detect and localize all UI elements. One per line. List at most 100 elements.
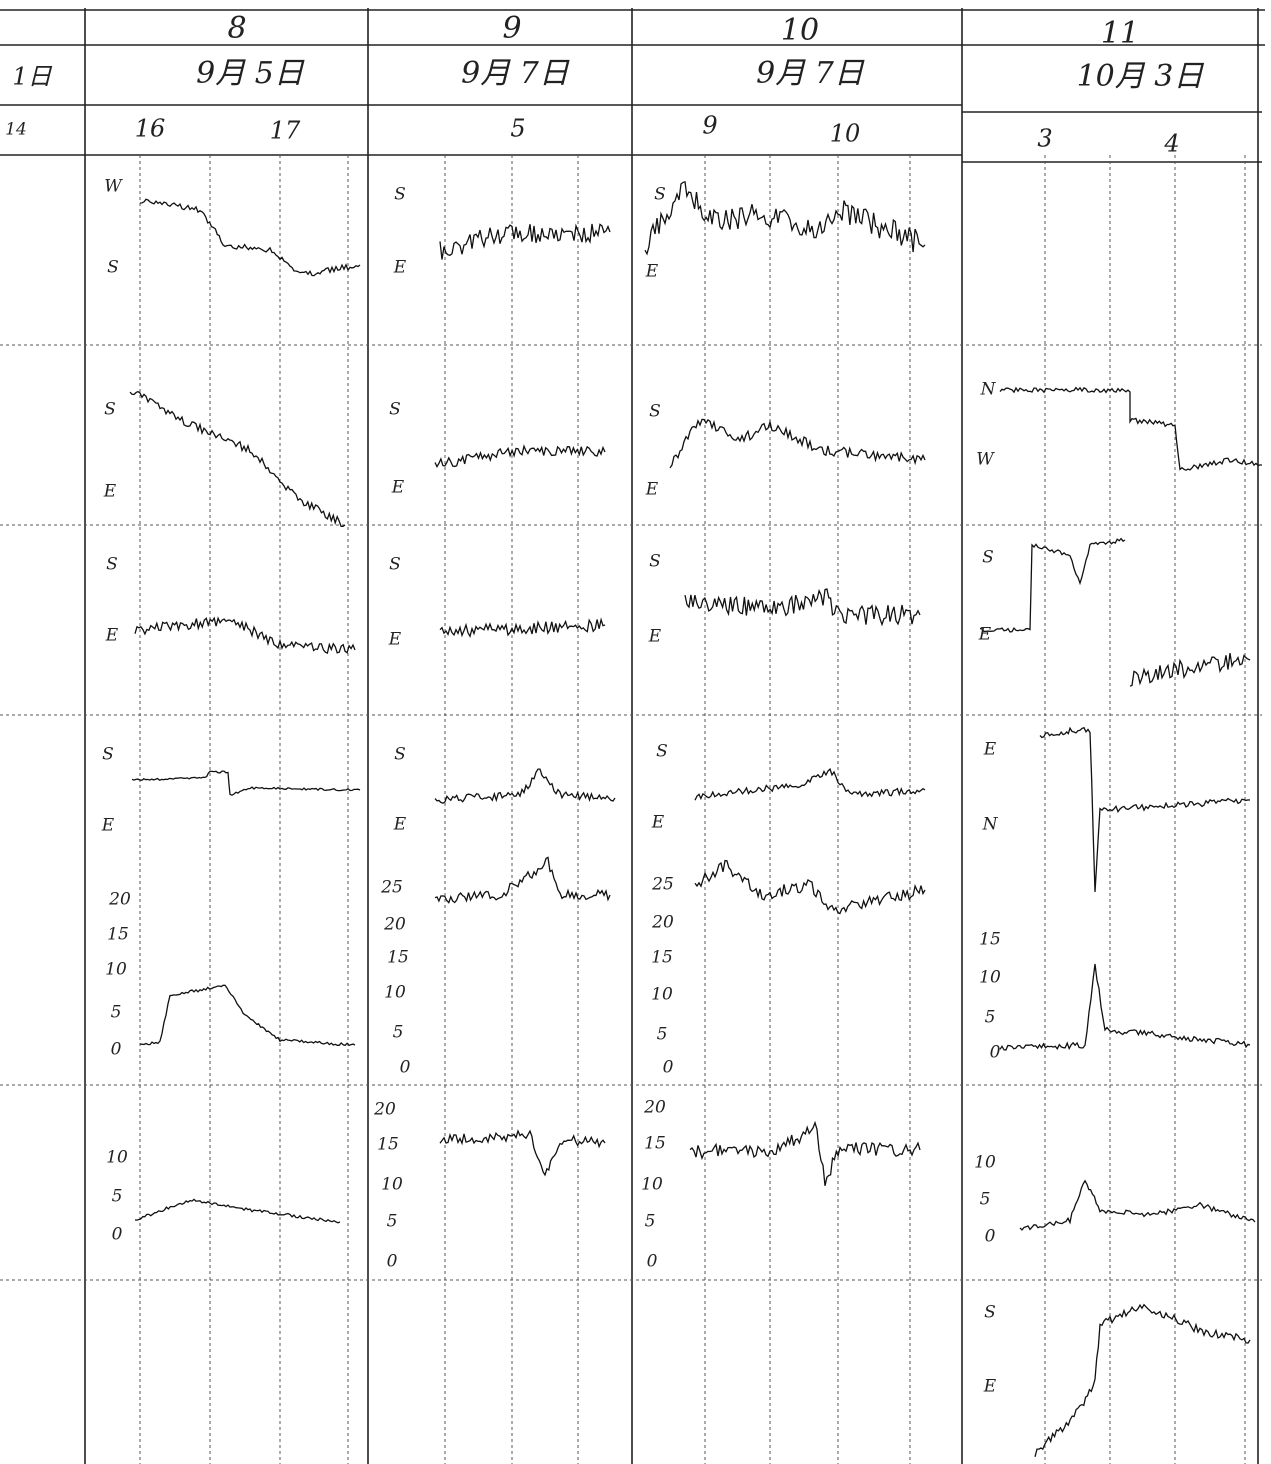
- scale-label: 15: [107, 925, 129, 945]
- scale-label: 0: [387, 1252, 398, 1272]
- trace: [439, 617, 606, 639]
- trace: [129, 390, 346, 528]
- left-date: 1日: [12, 63, 52, 91]
- trace: [694, 767, 926, 801]
- scale-label: E: [388, 630, 402, 650]
- scale-label: S: [984, 1303, 996, 1323]
- scale-label: N: [980, 380, 997, 400]
- scale-label: E: [645, 262, 659, 282]
- trace: [139, 198, 361, 277]
- column-date: 9月 7日: [461, 56, 570, 91]
- scale-label: S: [394, 185, 406, 205]
- scale-label: 0: [663, 1058, 674, 1078]
- scale-label: W: [104, 177, 123, 197]
- scale-label: S: [394, 745, 406, 765]
- trace: [999, 386, 1262, 471]
- scale-label: 10: [979, 968, 1001, 988]
- scale-label: S: [649, 402, 661, 422]
- scale-label: E: [391, 478, 405, 498]
- scale-label: 5: [985, 1008, 996, 1028]
- column-number: 8: [227, 11, 246, 46]
- scale-label: 15: [644, 1134, 666, 1154]
- column-date: 9月 7日: [756, 56, 865, 91]
- hour-label: 17: [270, 117, 301, 145]
- trace: [134, 616, 356, 655]
- scale-label: 20: [373, 1100, 396, 1120]
- scale-label: 15: [979, 930, 1001, 950]
- trace: [434, 768, 616, 804]
- scale-label: E: [645, 480, 659, 500]
- scale-label: 10: [384, 983, 406, 1003]
- trace: [439, 223, 611, 260]
- scale-label: E: [651, 813, 665, 833]
- column-date: 10月 3日: [1077, 59, 1205, 94]
- trace: [1039, 726, 1251, 892]
- scale-label: S: [654, 185, 666, 205]
- trace: [979, 537, 1126, 633]
- trace: [999, 963, 1251, 1051]
- column-number: 10: [781, 13, 819, 48]
- scale-label: S: [982, 548, 994, 568]
- scale-label: 10: [381, 1175, 403, 1195]
- scale-label: N: [982, 815, 999, 835]
- column-date: 9月 5日: [196, 56, 305, 91]
- scale-label: W: [976, 450, 995, 470]
- scale-label: 0: [112, 1225, 123, 1245]
- trace: [684, 588, 921, 627]
- scale-label: E: [393, 258, 407, 278]
- trace: [689, 1120, 921, 1186]
- scale-label: 5: [393, 1023, 404, 1043]
- scale-label: E: [103, 482, 117, 502]
- trace: [139, 984, 356, 1047]
- scale-label: E: [978, 625, 992, 645]
- scale-label: 15: [387, 948, 409, 968]
- scale-label: 0: [111, 1040, 122, 1060]
- trace: [1129, 652, 1251, 687]
- scale-label: S: [656, 742, 668, 762]
- trace: [1034, 1303, 1251, 1457]
- scale-label: E: [393, 815, 407, 835]
- scale-label: 25: [380, 878, 403, 898]
- traces: [129, 180, 1262, 1457]
- column-number: 9: [502, 11, 521, 46]
- scale-label: E: [648, 627, 662, 647]
- hour-label: 9: [702, 112, 717, 140]
- scale-label: 5: [980, 1190, 991, 1210]
- labels: 1日 14 8 9月 5日 16 17 W S S E S E S E 20 15 10 5 0 10 5 0 9 9月 …: [5, 11, 1204, 1397]
- scale-label: 20: [651, 913, 674, 933]
- trace: [669, 418, 926, 469]
- scale-label: 5: [112, 1187, 123, 1207]
- scale-label: 20: [643, 1098, 666, 1118]
- hour-label: 4: [1163, 130, 1179, 158]
- scale-label: S: [102, 745, 114, 765]
- scale-label: E: [105, 626, 119, 646]
- trace: [434, 444, 606, 468]
- scale-label: 20: [108, 890, 131, 910]
- scale-label: 5: [657, 1025, 668, 1045]
- hour-label: 3: [1037, 125, 1052, 153]
- scale-label: S: [389, 400, 401, 420]
- scale-label: 0: [985, 1227, 996, 1247]
- scale-label: 10: [105, 960, 127, 980]
- scale-label: 10: [651, 985, 673, 1005]
- left-hour: 14: [5, 120, 27, 140]
- hour-label: 16: [135, 115, 166, 143]
- scale-label: E: [101, 816, 115, 836]
- scale-label: E: [983, 740, 997, 760]
- trace: [644, 180, 926, 256]
- column-number: 11: [1101, 16, 1139, 51]
- scale-label: S: [649, 552, 661, 572]
- scale-label: E: [983, 1377, 997, 1397]
- scale-label: 0: [400, 1058, 411, 1078]
- trace: [694, 859, 926, 915]
- scale-label: 0: [647, 1252, 658, 1272]
- scale-label: 10: [641, 1175, 663, 1195]
- scale-label: 25: [651, 875, 674, 895]
- trace: [434, 856, 611, 904]
- scale-label: 5: [387, 1212, 398, 1232]
- trace: [439, 1129, 606, 1177]
- scale-label: 20: [383, 915, 406, 935]
- scale-label: S: [104, 400, 116, 420]
- trace: [131, 770, 361, 796]
